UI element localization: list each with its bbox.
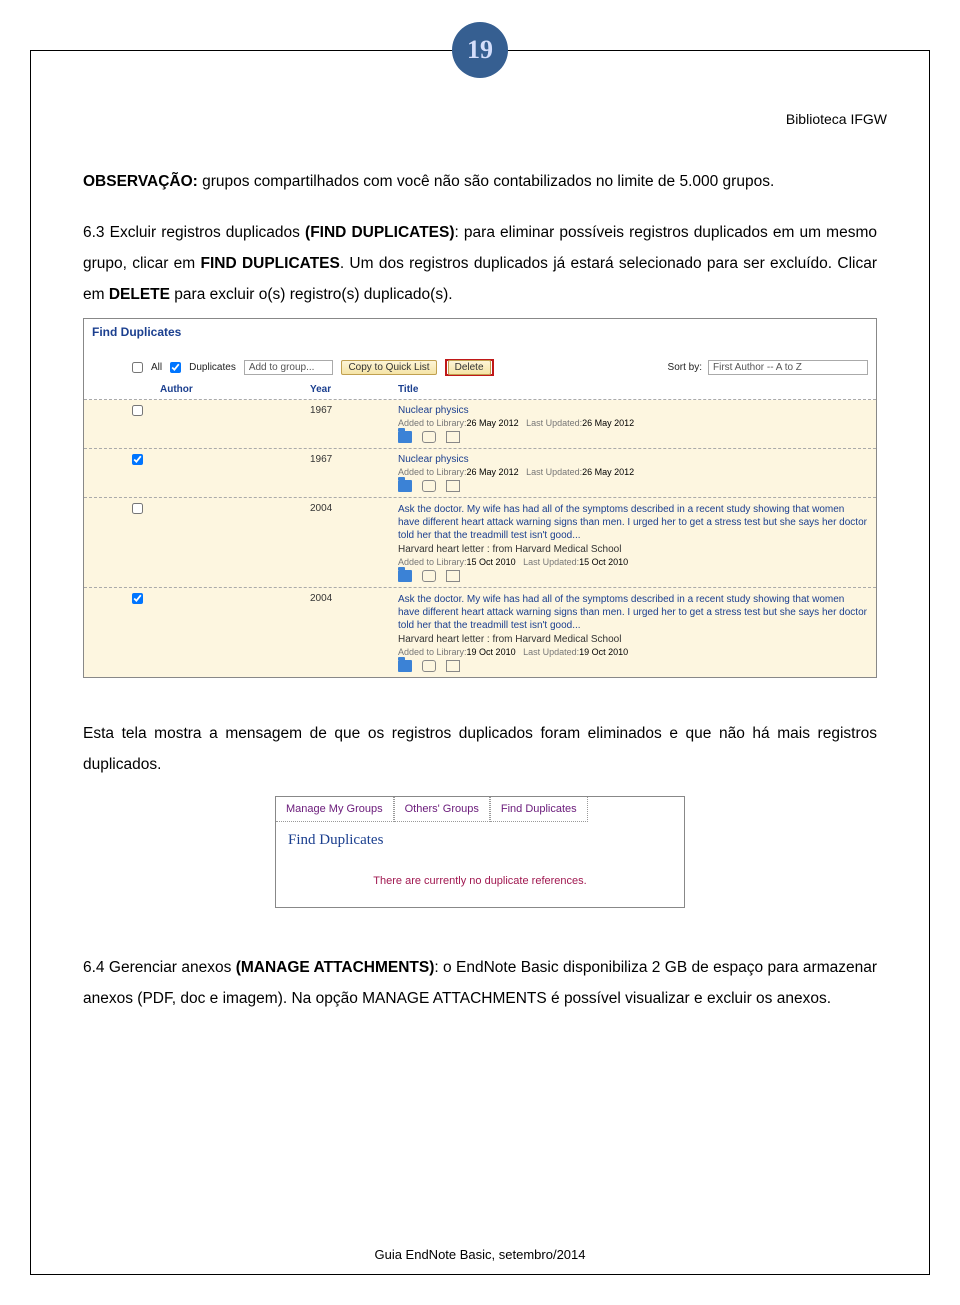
sort-by: Sort by: First Author -- A to Z [668,360,868,375]
footer-text: Guia EndNote Basic, setembro/2014 [31,1247,929,1262]
row-year: 1967 [310,405,398,443]
table-row: 1967 Nuclear physics Added to Library:26… [84,449,876,498]
label-duplicates: Duplicates [189,362,236,373]
label-observacao: OBSERVAÇÃO: [83,173,198,190]
tab-find-duplicates[interactable]: Find Duplicates [490,797,588,822]
row-meta: Added to Library:26 May 2012 Last Update… [398,467,868,477]
panel-heading: Find Duplicates [288,832,672,849]
panel-body: Find Duplicates There are currently no d… [276,822,684,907]
hdr-year[interactable]: Year [310,384,398,395]
row-title[interactable]: Nuclear physics [398,454,868,465]
folder-icon[interactable] [398,431,412,443]
tab-manage-groups[interactable]: Manage My Groups [276,797,394,822]
row-checkbox[interactable] [132,503,143,514]
folder-icon[interactable] [398,480,412,492]
attachment-icon[interactable] [422,660,436,672]
delete-button[interactable]: Delete [448,360,491,375]
controls-row: All Duplicates Add to group... Copy to Q… [84,343,876,382]
folder-icon[interactable] [398,570,412,582]
row-checkbox[interactable] [132,454,143,465]
screenshot-no-duplicates: Manage My Groups Others' Groups Find Dup… [275,796,685,908]
row-icons [398,431,868,443]
sortby-label: Sort by: [668,362,702,373]
folder-icon[interactable] [398,660,412,672]
note-icon[interactable] [446,431,460,443]
paragraph-6-4: 6.4 Gerenciar anexos (MANAGE ATTACHMENTS… [83,952,877,1014]
p2g: para excluir o(s) registro(s) duplicado(… [170,286,453,303]
note-icon[interactable] [446,570,460,582]
row-sub: Harvard heart letter : from Harvard Medi… [398,634,868,645]
page-number: 19 [467,35,493,65]
page-number-badge: 19 [452,22,508,78]
p2d: FIND DUPLICATES [201,255,340,272]
p4b: (MANAGE ATTACHMENTS) [236,959,435,976]
hdr-title[interactable]: Title [398,384,868,395]
p2a: 6.3 Excluir registros duplicados [83,224,305,241]
table-row: 2004 Ask the doctor. My wife has had all… [84,588,876,677]
row-meta: Added to Library:26 May 2012 Last Update… [398,418,868,428]
row-year: 2004 [310,593,398,672]
p2f: DELETE [109,286,170,303]
row-icons [398,570,868,582]
page-frame: Biblioteca IFGW OBSERVAÇÃO: grupos compa… [30,50,930,1275]
screenshot-find-duplicates: Find Duplicates All Duplicates Add to gr… [83,318,877,678]
tabs-row: Manage My Groups Others' Groups Find Dup… [276,797,684,822]
no-duplicates-message: There are currently no duplicate referen… [288,875,672,887]
attachment-icon[interactable] [422,431,436,443]
attachment-icon[interactable] [422,480,436,492]
row-meta: Added to Library:19 Oct 2010 Last Update… [398,647,868,657]
checkbox-duplicates[interactable] [170,362,181,373]
header-library: Biblioteca IFGW [786,111,887,127]
text-observacao: grupos compartilhados com você não são c… [198,173,774,190]
row-year: 2004 [310,503,398,582]
row-sub: Harvard heart letter : from Harvard Medi… [398,544,868,555]
row-checkbox[interactable] [132,593,143,604]
note-icon[interactable] [446,660,460,672]
hdr-author[interactable]: Author [160,384,310,395]
row-checkbox[interactable] [132,405,143,416]
row-description[interactable]: Ask the doctor. My wife has had all of t… [398,503,868,542]
panel-title: Find Duplicates [84,319,876,343]
select-add-to-group[interactable]: Add to group... [244,360,334,375]
row-description[interactable]: Ask the doctor. My wife has had all of t… [398,593,868,632]
note-icon[interactable] [446,480,460,492]
label-all: All [151,362,162,373]
row-icons [398,480,868,492]
copy-quicklist-button[interactable]: Copy to Quick List [341,360,436,375]
table-row: 2004 Ask the doctor. My wife has had all… [84,498,876,588]
select-sortby[interactable]: First Author -- A to Z [708,360,868,375]
paragraph-6-3: 6.3 Excluir registros duplicados (FIND D… [83,217,877,310]
row-icons [398,660,868,672]
row-title[interactable]: Nuclear physics [398,405,868,416]
tab-others-groups[interactable]: Others' Groups [394,797,490,822]
row-year: 1967 [310,454,398,492]
checkbox-all[interactable] [132,362,143,373]
attachment-icon[interactable] [422,570,436,582]
row-meta: Added to Library:15 Oct 2010 Last Update… [398,557,868,567]
paragraph-observacao: OBSERVAÇÃO: grupos compartilhados com vo… [83,166,877,197]
table-row: 1967 Nuclear physics Added to Library:26… [84,400,876,449]
document-content: OBSERVAÇÃO: grupos compartilhados com vo… [83,166,877,1014]
p4a: 6.4 Gerenciar anexos [83,959,236,976]
table-header: Author Year Title [84,382,876,400]
p2b: (FIND DUPLICATES) [305,224,454,241]
paragraph-result: Esta tela mostra a mensagem de que os re… [83,718,877,780]
delete-button-highlight: Delete [445,359,494,376]
